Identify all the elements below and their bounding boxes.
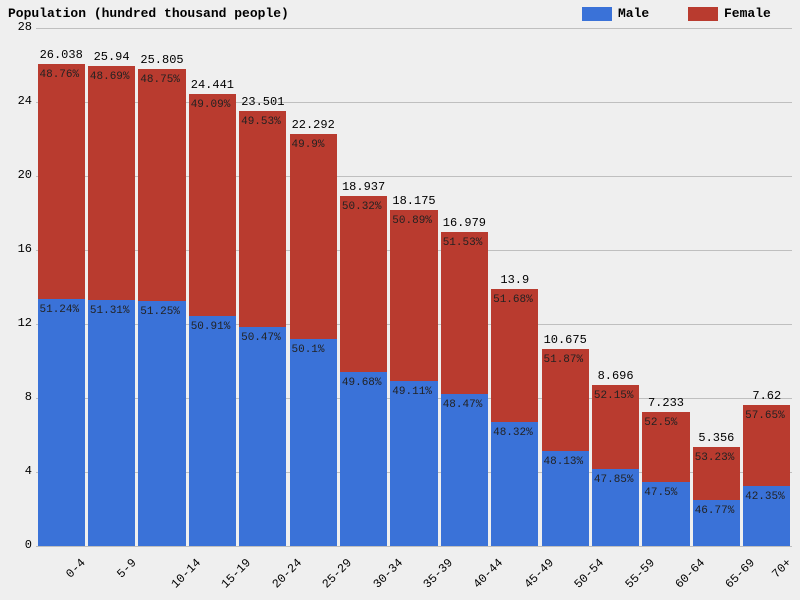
legend-item-male: Male [582,6,649,21]
x-tick-label: 55-59 [622,556,657,591]
bar-male-pct-label: 49.68% [342,378,382,389]
y-tick-label: 16 [4,242,32,256]
bar-female-pct-label: 51.68% [493,295,533,306]
bar-male [390,381,437,546]
bar-female [340,196,387,372]
bar-total-label: 18.937 [339,180,389,194]
bar-male [189,316,236,546]
bar-male-pct-label: 51.24% [40,305,80,316]
bar-female-pct-label: 53.23% [695,453,735,464]
bar-female-pct-label: 49.53% [241,117,281,128]
bar-male [340,372,387,546]
y-tick-label: 28 [4,20,32,34]
bar-female [390,210,437,381]
bar-female-pct-label: 51.53% [443,238,483,249]
bar-female [239,111,286,326]
bar-female-pct-label: 48.76% [40,70,80,81]
bar-total-label: 7.62 [742,389,792,403]
bar-total-label: 25.94 [87,50,137,64]
bar-female-pct-label: 52.15% [594,391,634,402]
bar-female [491,289,538,422]
bar-total-label: 13.9 [490,273,540,287]
x-tick-label: 65-69 [723,556,758,591]
female-swatch [688,7,718,21]
bar-total-label: 16.979 [439,216,489,230]
bar-male-pct-label: 50.47% [241,333,281,344]
bar-male [239,327,286,546]
bar-female [38,64,85,299]
y-axis-title: Population (hundred thousand people) [8,6,289,21]
x-tick-label: 20-24 [269,556,304,591]
population-stacked-bar-chart: Population (hundred thousand people) Male… [0,0,800,600]
x-tick-label: 0-4 [64,556,89,581]
bar-female-pct-label: 49.9% [292,140,325,151]
bar-female [88,66,135,300]
bar-male-pct-label: 47.85% [594,475,634,486]
bar-female [441,232,488,394]
x-tick-label: 60-64 [673,556,708,591]
bar-female-pct-label: 49.09% [191,100,231,111]
x-tick-label: 30-34 [370,556,405,591]
bar-female [189,94,236,316]
bar-female [290,134,337,340]
x-tick-label: 10-14 [169,556,204,591]
bar-total-label: 10.675 [540,333,590,347]
bar-male [441,394,488,546]
x-tick-label: 25-29 [320,556,355,591]
bar-male [290,339,337,546]
y-tick-label: 4 [4,464,32,478]
bar-male-pct-label: 48.32% [493,428,533,439]
male-swatch [582,7,612,21]
y-tick-label: 12 [4,316,32,330]
bar-male [38,299,85,546]
bar-male-pct-label: 50.1% [292,345,325,356]
bar-total-label: 18.175 [389,194,439,208]
legend-label-female: Female [724,6,771,21]
x-tick-label: 35-39 [421,556,456,591]
y-tick-label: 8 [4,390,32,404]
bar-total-label: 24.441 [187,78,237,92]
x-tick-label: 15-19 [219,556,254,591]
bar-male-pct-label: 46.77% [695,506,735,517]
bar-total-label: 8.696 [591,369,641,383]
bar-female [138,69,185,302]
bar-female-pct-label: 51.87% [544,355,584,366]
grid-line [36,28,792,29]
bar-male-pct-label: 51.25% [140,307,180,318]
bar-female-pct-label: 48.75% [140,75,180,86]
bar-male-pct-label: 48.47% [443,400,483,411]
bar-female-pct-label: 50.89% [392,216,432,227]
bar-male [88,300,135,546]
bar-male [138,301,185,546]
bar-female-pct-label: 57.65% [745,411,785,422]
bar-male-pct-label: 50.91% [191,322,231,333]
bar-total-label: 26.038 [36,48,86,62]
y-tick-label: 0 [4,538,32,552]
bar-female-pct-label: 50.32% [342,202,382,213]
bar-male-pct-label: 42.35% [745,492,785,503]
x-tick-label: 45-49 [521,556,556,591]
y-tick-label: 20 [4,168,32,182]
bar-total-label: 23.501 [238,95,288,109]
x-tick-label: 70+ [769,556,794,581]
legend-item-female: Female [688,6,771,21]
x-tick-label: 40-44 [471,556,506,591]
y-tick-label: 24 [4,94,32,108]
legend-label-male: Male [618,6,649,21]
bar-male-pct-label: 47.5% [644,488,677,499]
bar-female-pct-label: 48.69% [90,72,130,83]
bar-total-label: 22.292 [288,118,338,132]
bar-male-pct-label: 49.11% [392,387,432,398]
bar-total-label: 5.356 [691,431,741,445]
grid-line [36,546,792,547]
bar-female-pct-label: 52.5% [644,418,677,429]
bar-male-pct-label: 48.13% [544,457,584,468]
x-tick-label: 50-54 [572,556,607,591]
bar-male-pct-label: 51.31% [90,306,130,317]
bar-total-label: 7.233 [641,396,691,410]
x-tick-label: 5-9 [114,556,139,581]
bar-male [491,422,538,546]
bar-total-label: 25.805 [137,53,187,67]
